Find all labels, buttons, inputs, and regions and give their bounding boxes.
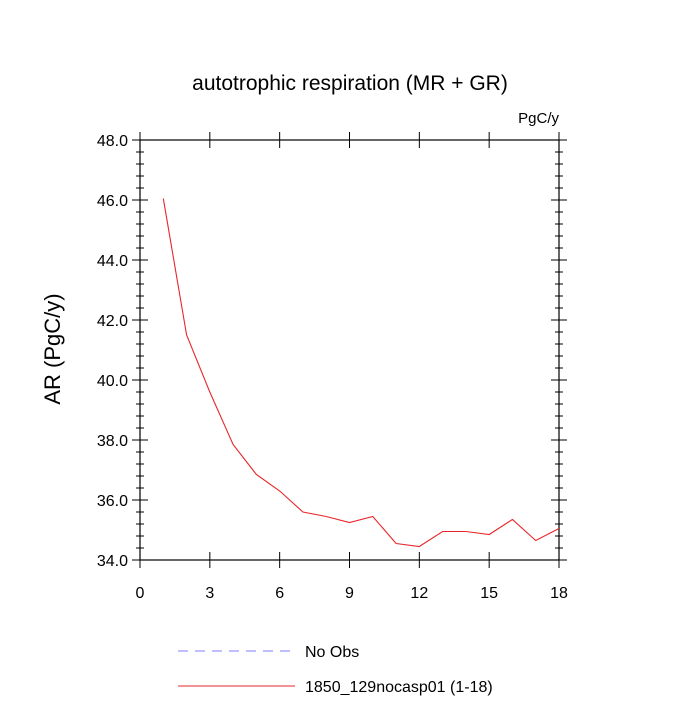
y-tick-label: 42.0 <box>97 313 128 330</box>
series-line <box>162 198 560 548</box>
x-tick-label: 15 <box>480 585 498 602</box>
legend-label: 1850_129nocasp01 (1-18) <box>305 679 493 696</box>
y-tick-label: 48.0 <box>97 133 128 150</box>
y-tick-label: 46.0 <box>97 193 128 210</box>
y-tick-label: 40.0 <box>97 373 128 390</box>
x-tick-label: 6 <box>275 585 284 602</box>
y-tick-label: 44.0 <box>97 253 128 270</box>
axis-ticks: 34.0 36.0 38.0 40.0 42.0 44.0 46.0 48.0 0 3 6 9 12 15… <box>97 132 568 602</box>
y-axis-label: AR (PgC/y) <box>40 293 65 404</box>
legend-label: No Obs <box>305 644 359 661</box>
series-layer <box>162 198 560 548</box>
y-tick-label: 34.0 <box>97 553 128 570</box>
y-tick-label: 38.0 <box>97 433 128 450</box>
x-tick-label: 18 <box>550 585 568 602</box>
chart-title: autotrophic respiration (MR + GR) <box>192 72 508 95</box>
x-tick-label: 0 <box>136 585 145 602</box>
legend: No Obs 1850_129nocasp01 (1-18) <box>178 644 493 696</box>
x-tick-label: 12 <box>410 585 428 602</box>
x-tick-label: 9 <box>345 585 354 602</box>
plot-frame <box>139 139 560 561</box>
y-tick-label: 36.0 <box>97 493 128 510</box>
x-tick-label: 3 <box>205 585 214 602</box>
units-label: PgC/y <box>518 110 559 127</box>
